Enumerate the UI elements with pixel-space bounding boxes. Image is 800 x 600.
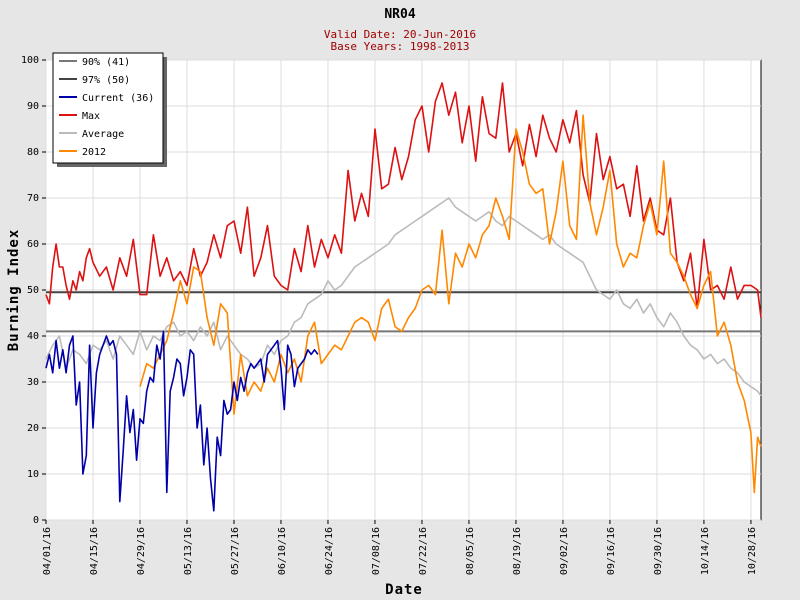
y-tick-label: 30 (27, 377, 39, 388)
series-lines (45, 82, 762, 512)
y-tick-label: 10 (27, 469, 39, 480)
legend-label: 97% (50) (82, 75, 130, 86)
x-tick-label: 04/01/16 (42, 527, 53, 575)
x-tick-label: 08/19/16 (512, 527, 523, 575)
chart-subtitle-base-years: Base Years: 1998-2013 (330, 40, 469, 53)
y-tick-label: 50 (27, 285, 39, 296)
legend-label: Average (82, 129, 124, 140)
series-line-max (45, 82, 762, 318)
x-tick-label: 05/13/16 (183, 527, 194, 575)
x-tick-label: 04/29/16 (136, 527, 147, 575)
y-tick-label: 70 (27, 193, 39, 204)
chart-subtitle-valid-date: Valid Date: 20-Jun-2016 (324, 28, 476, 41)
chart-title: NR04 (384, 7, 415, 22)
y-tick-label: 60 (27, 239, 39, 250)
series-line-current-36 (45, 330, 319, 512)
x-tick-label: 07/08/16 (371, 527, 382, 575)
x-axis-label: Date (385, 582, 423, 598)
legend-label: Current (36) (82, 93, 154, 104)
x-tick-label: 10/14/16 (700, 527, 711, 575)
legend-label: 90% (41) (82, 57, 130, 68)
x-tick-label: 10/28/16 (747, 527, 758, 575)
x-tick-label: 07/22/16 (418, 527, 429, 575)
legend: 90% (41) 97% (50) Current (36) Max Average 20… (52, 52, 167, 167)
legend-label: Max (82, 111, 100, 122)
y-tick-label: 40 (27, 331, 39, 342)
x-tick-label: 09/02/16 (559, 527, 570, 575)
x-tick-label: 08/05/16 (465, 527, 476, 575)
x-tick-label: 09/16/16 (606, 527, 617, 575)
legend-box (52, 52, 164, 164)
x-tick-label: 06/24/16 (324, 527, 335, 575)
x-tick-label: 04/15/16 (89, 527, 100, 575)
x-axis: 04/01/16 04/15/16 04/29/16 05/13/16 05/27/16… (42, 520, 758, 575)
y-tick-label: 90 (27, 101, 39, 112)
legend-label: 2012 (82, 147, 106, 158)
y-tick-label: 20 (27, 423, 39, 434)
x-tick-label: 06/10/16 (277, 527, 288, 575)
series-line-average (45, 197, 762, 397)
y-tick-label: 0 (33, 515, 39, 526)
x-tick-label: 05/27/16 (230, 527, 241, 575)
y-axis-label: Burning Index (6, 229, 22, 352)
y-tick-label: 100 (21, 55, 39, 66)
y-axis: 0 10 20 30 40 50 60 70 80 90 100 (21, 55, 46, 526)
y-tick-label: 80 (27, 147, 39, 158)
x-tick-label: 09/30/16 (653, 527, 664, 575)
